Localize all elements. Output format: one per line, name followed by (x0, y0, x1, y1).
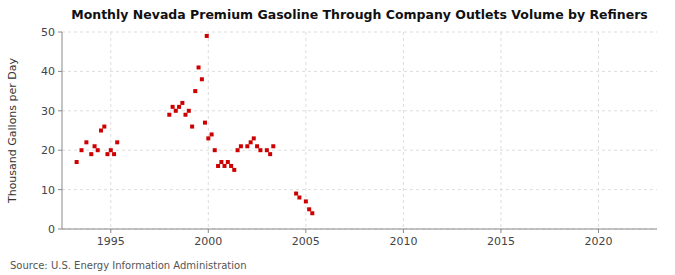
y-tick-label: 30 (41, 105, 55, 118)
point (239, 144, 243, 148)
point (271, 144, 275, 148)
point (268, 152, 272, 156)
y-tick (58, 189, 62, 190)
point (216, 164, 220, 168)
axes: 1995 2000 2005 2010 2015 2020 0 10 20 30 40 50 (41, 26, 657, 248)
point (229, 164, 233, 168)
x-tick (403, 229, 404, 233)
point (265, 148, 269, 152)
chart: 1995 2000 2005 2010 2015 2020 0 10 20 30 40 50 Month… (0, 0, 675, 275)
title: Monthly Nevada Premium Gasoline Through … (71, 7, 648, 22)
point (187, 109, 191, 113)
x-tick-label: 2000 (194, 235, 222, 248)
point (255, 144, 259, 148)
point (245, 144, 249, 148)
x-tick-label: 2010 (389, 235, 417, 248)
y-tick (58, 32, 62, 33)
y-tick (58, 110, 62, 111)
point (112, 152, 116, 156)
y-tick-label: 10 (41, 184, 55, 197)
y-grid-line (62, 150, 657, 151)
x-axis-line (62, 229, 657, 230)
y-grid-line (62, 32, 657, 33)
y-grid-line (62, 110, 657, 111)
point (206, 136, 210, 140)
x-grid-line (403, 32, 404, 229)
x-tick (305, 229, 306, 233)
y-tick-label: 20 (41, 144, 55, 157)
point (75, 160, 79, 164)
x-grid-line (500, 32, 501, 229)
point (96, 148, 100, 152)
point (232, 168, 236, 172)
point (203, 121, 207, 125)
point (115, 140, 119, 144)
point (109, 148, 113, 152)
point (210, 132, 214, 136)
point (84, 140, 88, 144)
y-grid-line (62, 229, 657, 230)
x-grid-line (598, 32, 599, 229)
y-axis-label: Thousand Gallons per Day (6, 57, 19, 204)
grid (62, 32, 657, 229)
point (177, 105, 181, 109)
point (105, 152, 109, 156)
point (258, 148, 262, 152)
point (223, 164, 227, 168)
point (171, 105, 175, 109)
point (304, 199, 308, 203)
point (180, 101, 184, 105)
point (205, 34, 209, 38)
point (193, 89, 197, 93)
point (213, 148, 217, 152)
y-tick-label: 0 (48, 223, 55, 236)
x-tick (110, 229, 111, 233)
point (310, 211, 314, 215)
point (167, 113, 171, 117)
x-grid-line (110, 32, 111, 229)
point (297, 195, 301, 199)
x-tick-label: 1995 (97, 235, 125, 248)
point (307, 207, 311, 211)
points (75, 34, 315, 215)
point (102, 125, 106, 129)
point (219, 160, 223, 164)
y-tick (58, 150, 62, 151)
point (200, 77, 204, 81)
point (249, 140, 253, 144)
y-grid-line (62, 189, 657, 190)
point (80, 148, 84, 152)
x-tick (500, 229, 501, 233)
point (197, 65, 201, 69)
annotation: Source: U.S. Energy Information Administ… (10, 260, 247, 271)
point (89, 152, 93, 156)
point (93, 144, 97, 148)
y-tick-label: 40 (41, 65, 55, 78)
x-tick-label: 2005 (292, 235, 320, 248)
point (99, 129, 103, 133)
y-tick (58, 229, 62, 230)
x-tick-label: 2020 (584, 235, 612, 248)
y-tick (58, 71, 62, 72)
y-tick-label: 50 (41, 26, 55, 39)
y-grid-line (62, 71, 657, 72)
point (183, 113, 187, 117)
point (252, 136, 256, 140)
x-tick-label: 2015 (487, 235, 515, 248)
point (226, 160, 230, 164)
point (294, 192, 298, 196)
point (174, 109, 178, 113)
y-axis-line (62, 32, 63, 229)
x-tick (598, 229, 599, 233)
point (190, 125, 194, 129)
x-grid-line (208, 32, 209, 229)
point (236, 148, 240, 152)
x-tick (208, 229, 209, 233)
